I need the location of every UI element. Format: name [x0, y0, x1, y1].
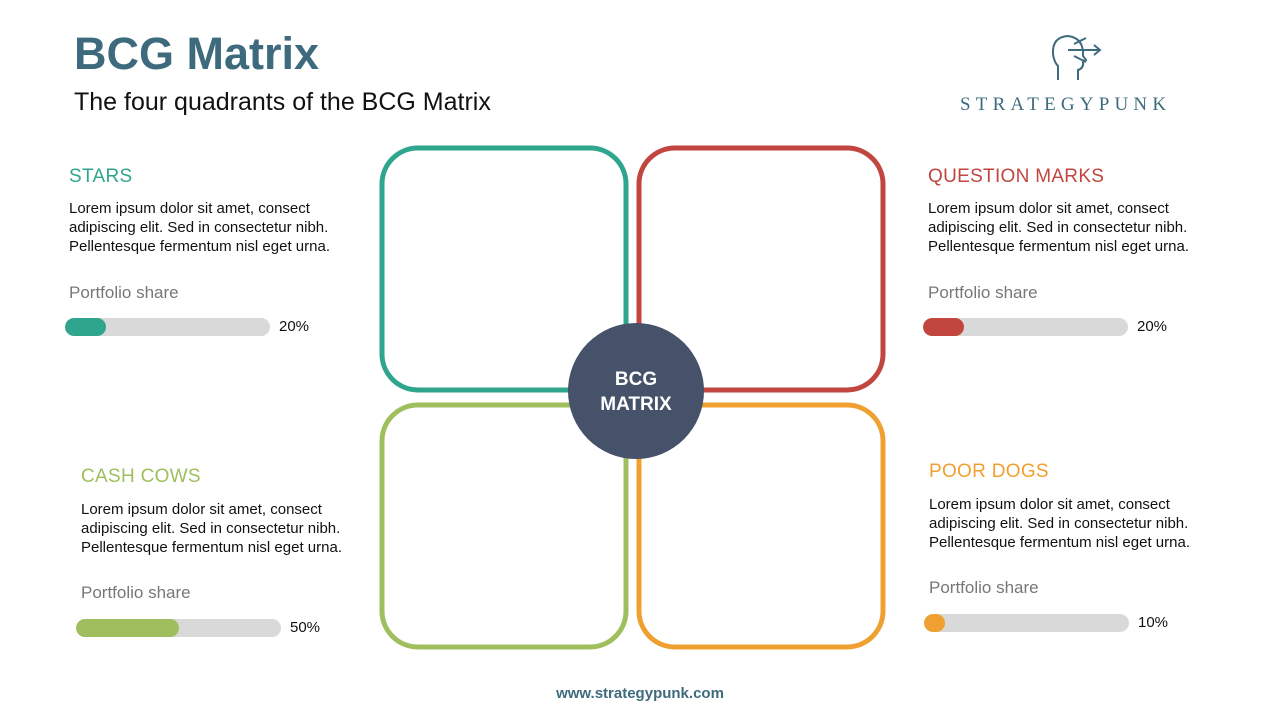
quadrant-box [379, 402, 629, 650]
share-label: Portfolio share [928, 283, 1038, 302]
quadrant-body: Lorem ipsum dolor sit amet, consect adipi… [929, 495, 1190, 552]
logo-icon [1051, 34, 1102, 80]
quadrant-title: STARS [69, 166, 133, 187]
body-line: adipiscing elit. Sed in consectetur nibh… [928, 219, 1188, 236]
center-circle [568, 323, 704, 459]
quadrant-title: POOR DOGS [929, 461, 1049, 482]
quadrant-body: Lorem ipsum dolor sit amet, consect adipi… [81, 500, 342, 557]
share-bar [65, 318, 106, 336]
body-line: Pellentesque fermentum nisl eget urna. [69, 238, 330, 255]
body-line: Lorem ipsum dolor sit amet, consect [928, 200, 1169, 217]
quadrant-box [636, 402, 886, 650]
body-line: Lorem ipsum dolor sit amet, consect [69, 200, 310, 217]
share-bar [76, 619, 179, 637]
body-line: Pellentesque fermentum nisl eget urna. [929, 534, 1190, 551]
body-line: Lorem ipsum dolor sit amet, consect [81, 501, 322, 518]
share-track [924, 614, 1129, 632]
quadrant-title: QUESTION MARKS [928, 166, 1105, 187]
footer-url: www.strategypunk.com [556, 685, 724, 702]
quadrant-body: Lorem ipsum dolor sit amet, consect adipi… [69, 199, 330, 256]
share-value: 20% [279, 318, 310, 335]
share-track [923, 318, 1128, 336]
share-label: Portfolio share [69, 283, 179, 302]
logo-text: STRATEGYPUNK [960, 94, 1172, 115]
share-value: 50% [290, 619, 321, 636]
share-label: Portfolio share [81, 583, 191, 602]
share-value: 10% [1138, 614, 1169, 631]
share-bar [923, 318, 964, 336]
share-track [76, 619, 281, 637]
body-line: adipiscing elit. Sed in consectetur nibh… [69, 219, 329, 236]
share-label: Portfolio share [929, 578, 1039, 597]
share-value: 20% [1137, 318, 1168, 335]
body-line: adipiscing elit. Sed in consectetur nibh… [929, 515, 1189, 532]
center-label: BCG [615, 369, 657, 390]
title: BCG Matrix [74, 28, 320, 79]
share-bar [924, 614, 945, 632]
quadrant-box [636, 145, 886, 393]
body-line: Lorem ipsum dolor sit amet, consect [929, 496, 1170, 513]
body-line: Pellentesque fermentum nisl eget urna. [928, 238, 1189, 255]
subtitle: The four quadrants of the BCG Matrix [74, 88, 491, 116]
quadrant-body: Lorem ipsum dolor sit amet, consect adipi… [928, 199, 1189, 256]
body-line: Pellentesque fermentum nisl eget urna. [81, 539, 342, 556]
quadrant-box [379, 145, 629, 393]
quadrant-title: CASH COWS [81, 466, 201, 487]
share-track [65, 318, 270, 336]
center-label: MATRIX [600, 394, 672, 415]
body-line: adipiscing elit. Sed in consectetur nibh… [81, 520, 341, 537]
